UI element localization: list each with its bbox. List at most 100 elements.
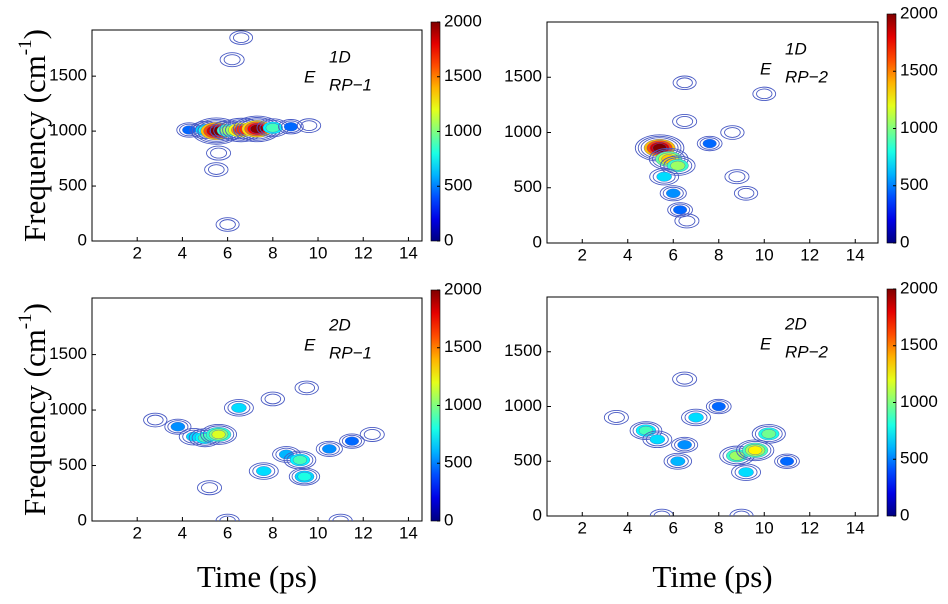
contour-peak — [143, 412, 168, 428]
contour-line — [363, 429, 381, 440]
y-tick-label: 0 — [533, 232, 542, 251]
colorbar-tick-label: 0 — [444, 510, 453, 529]
contour-line — [671, 436, 699, 453]
contour-line — [286, 452, 314, 468]
y-tick-label: 1500 — [504, 67, 542, 86]
contour-line — [731, 463, 762, 481]
contour-line — [774, 453, 800, 469]
contour-peak — [215, 217, 240, 232]
contour-line — [754, 425, 783, 443]
contour-line — [260, 391, 285, 407]
contour-line — [652, 169, 676, 184]
contour-line — [233, 32, 250, 43]
contour-line — [776, 455, 798, 468]
panel-title: E — [760, 334, 772, 353]
contour-line — [215, 513, 240, 521]
contour-line — [201, 482, 219, 494]
contour-peak — [663, 452, 693, 470]
contour-line — [632, 422, 660, 439]
x-tick-label: 6 — [223, 243, 232, 262]
contour-line — [674, 438, 696, 452]
contour-peak — [649, 167, 680, 186]
contour-peak — [681, 408, 711, 427]
contour-peak — [642, 430, 673, 449]
y-tick-label: 500 — [514, 451, 542, 470]
contour-peak — [283, 450, 317, 470]
contour-line — [736, 439, 775, 462]
contour-line — [206, 145, 232, 161]
y-tick-label: 1000 — [504, 396, 542, 415]
contour-peak — [204, 162, 229, 177]
contour-line — [696, 135, 723, 152]
panel-title: E — [304, 335, 316, 354]
colorbar-tick-label: 500 — [444, 453, 472, 472]
contour-peak — [215, 513, 240, 521]
contour-peak — [660, 155, 696, 176]
colorbar-tick-label: 500 — [900, 449, 928, 468]
y-tick-label: 500 — [59, 176, 87, 195]
contour-fill — [666, 188, 681, 198]
contour-fill — [656, 171, 672, 182]
contour-line — [733, 510, 750, 516]
contour-fill — [297, 472, 312, 482]
contour-line — [752, 86, 777, 101]
contour-peak — [256, 118, 290, 138]
contours — [176, 30, 322, 232]
contour-line — [328, 513, 353, 521]
contour-peak — [294, 380, 319, 396]
x-tick-label: 10 — [755, 518, 774, 537]
contour-line — [667, 202, 693, 218]
colorbar-tick-label: 0 — [900, 505, 909, 524]
contour-peak — [774, 453, 800, 469]
colorbar-tick-label: 0 — [444, 230, 453, 249]
contour-peak — [315, 440, 343, 457]
colorbar-tick-label: 0 — [900, 232, 909, 251]
contour-peak — [672, 113, 698, 129]
contour-line — [197, 480, 223, 496]
x-tick-label: 6 — [669, 518, 678, 537]
colorbar-tick-label: 500 — [900, 175, 928, 194]
contour-peak — [672, 371, 698, 387]
contour-line — [699, 137, 720, 150]
y-axis-label-superscript: -1 — [15, 313, 36, 329]
colorbar-tick-label: 1500 — [444, 337, 482, 356]
contour-peak — [164, 418, 192, 435]
contour-line — [663, 452, 693, 470]
x-tick-label: 2 — [578, 518, 587, 537]
x-tick-label: 14 — [846, 245, 865, 264]
y-axis-label-superscript: -1 — [15, 39, 36, 55]
contour-peak — [288, 467, 321, 486]
contour-line — [227, 400, 251, 415]
contour-line — [674, 213, 700, 229]
x-tick-label: 12 — [354, 243, 373, 262]
y-axis-label-end: ) — [17, 29, 52, 39]
contours — [143, 380, 385, 521]
x-axis-label: Time (ps) — [197, 559, 317, 594]
contour-peak — [659, 185, 687, 202]
contours — [634, 75, 777, 229]
contour-line — [678, 215, 696, 227]
contour-line — [300, 120, 318, 131]
contour-line — [734, 465, 758, 480]
contour-line — [167, 420, 189, 434]
contour-fill — [283, 122, 298, 132]
contour-peak — [752, 86, 777, 101]
colorbar-tick-label: 500 — [444, 176, 472, 195]
contour-line — [294, 380, 319, 396]
y-tick-label: 0 — [78, 230, 87, 249]
contour-line — [737, 187, 755, 199]
contour-peak — [223, 399, 254, 417]
x-tick-label: 10 — [755, 245, 774, 264]
colorbar-tick-label: 1000 — [444, 395, 482, 414]
contour-peak — [674, 213, 700, 229]
contour-peak — [328, 513, 353, 521]
contour-line — [359, 426, 385, 442]
contour-line — [660, 155, 696, 176]
contour-line — [204, 162, 229, 177]
y-tick-label: 1000 — [504, 122, 542, 141]
contour-peak — [696, 135, 723, 152]
contour-line — [729, 508, 754, 516]
plot-area — [91, 297, 423, 522]
contour-line — [219, 219, 236, 230]
contour-fill — [265, 123, 280, 133]
